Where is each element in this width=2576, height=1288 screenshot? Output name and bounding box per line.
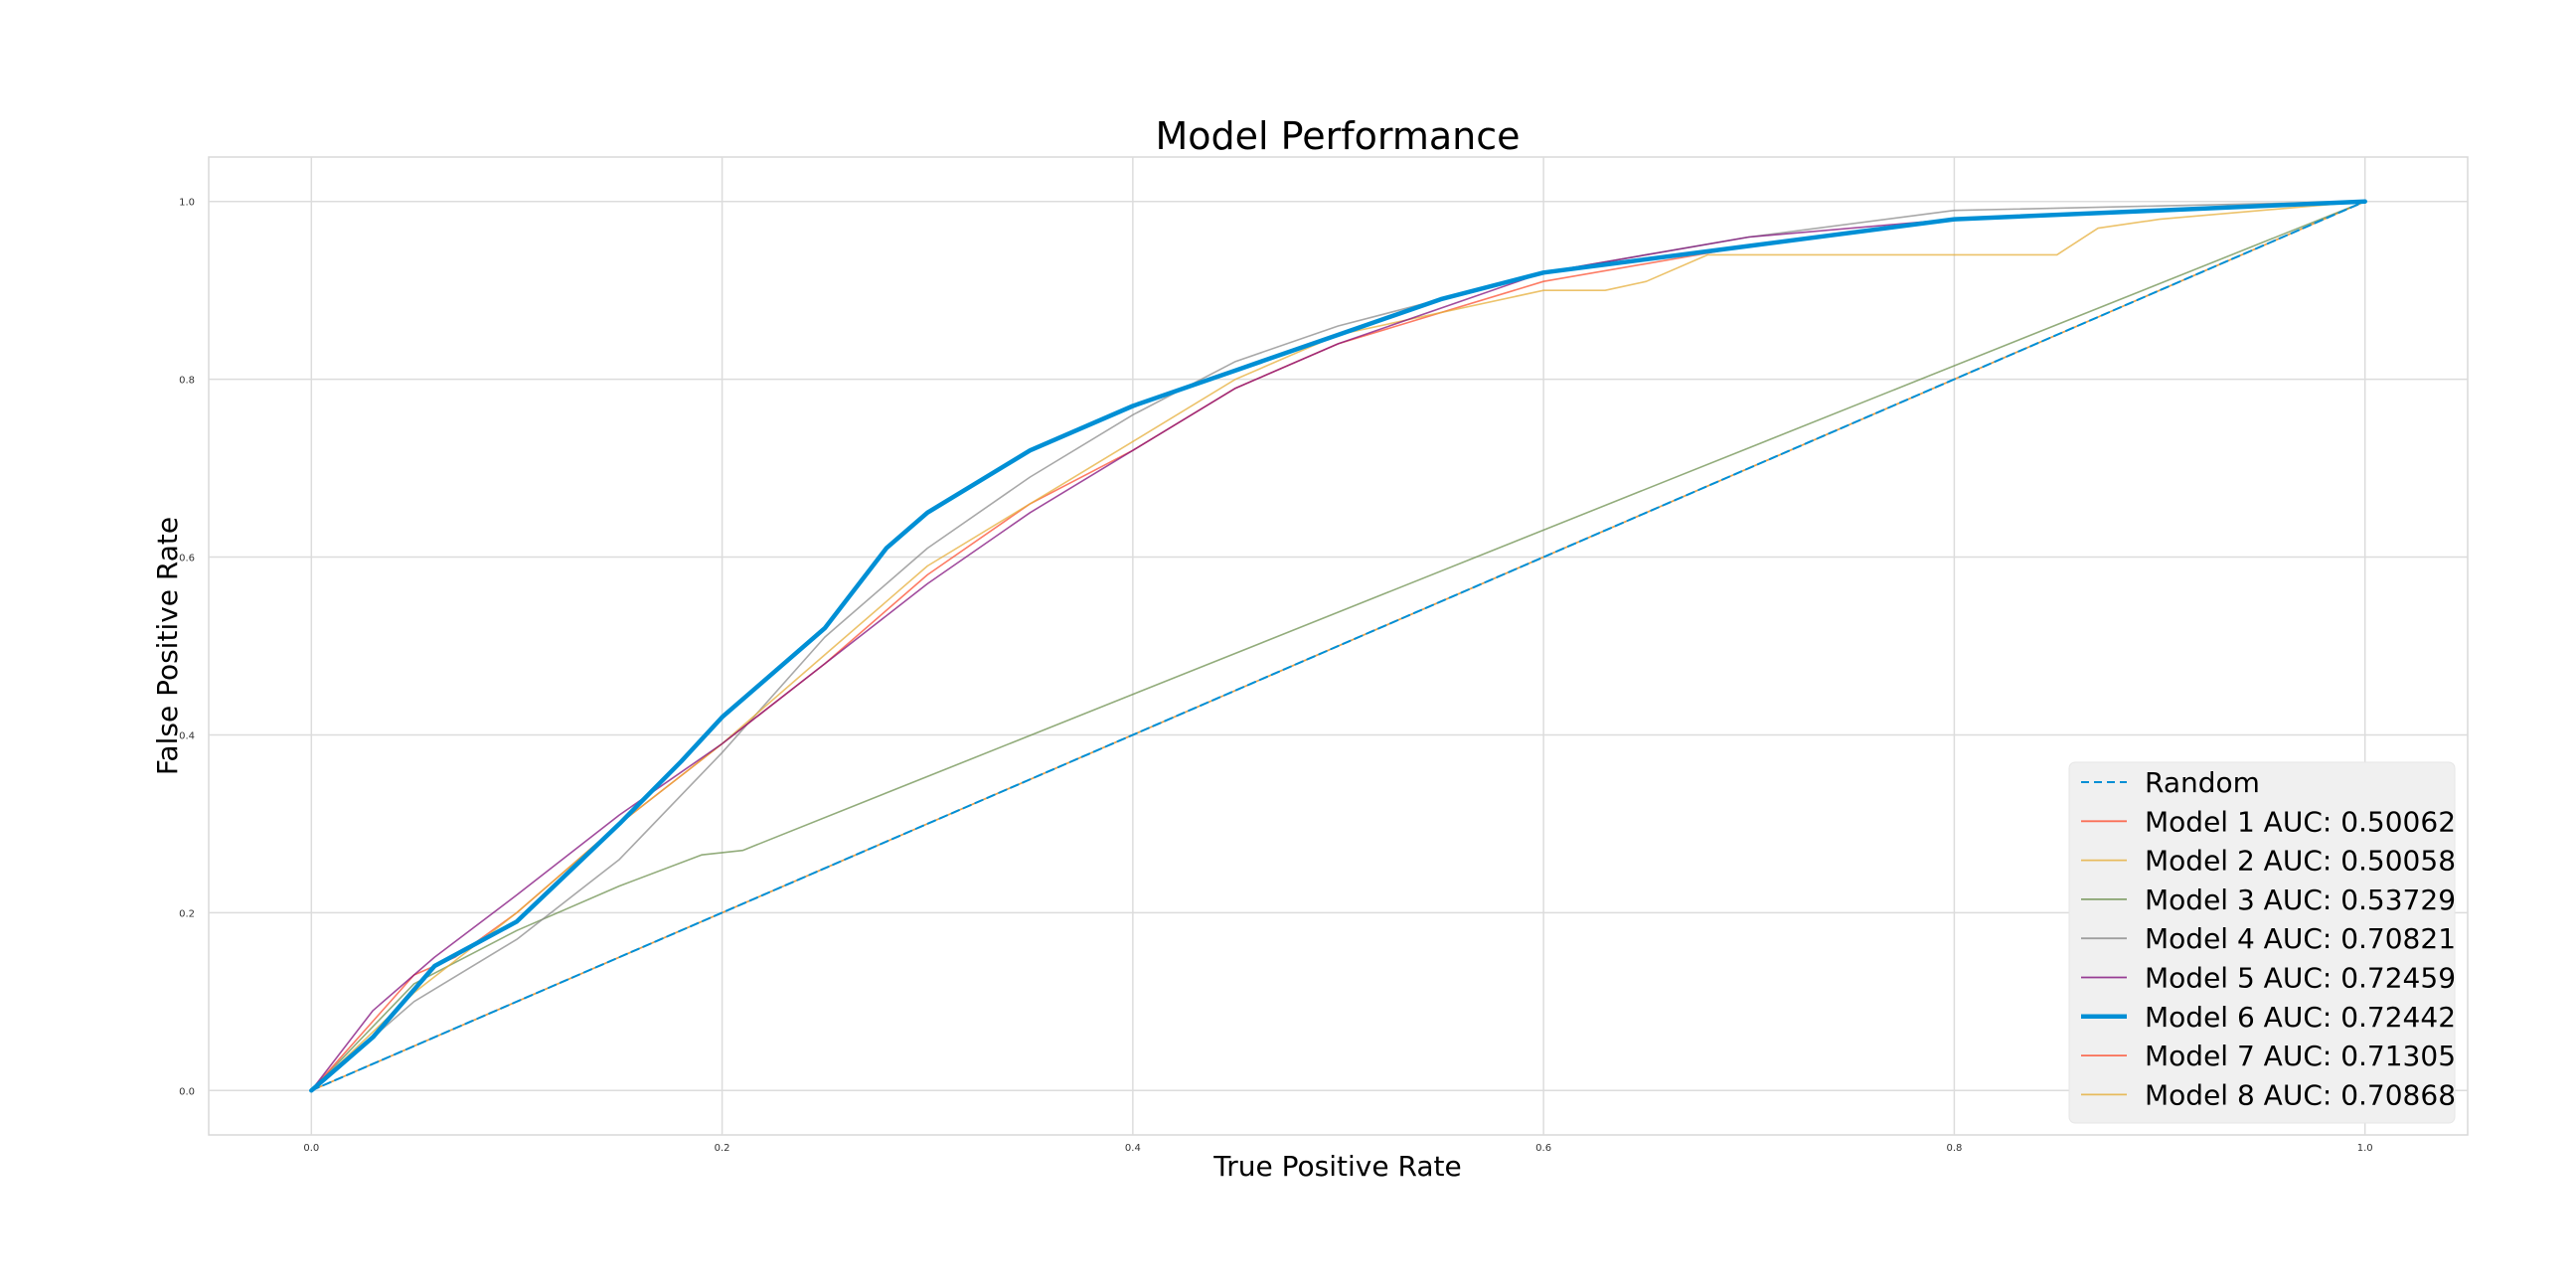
legend-label-0: Random bbox=[2145, 766, 2260, 799]
series-lines bbox=[309, 199, 2367, 1093]
x-axis-ticks: 0.0 0.2 0.4 0.6 0.8 1.0 bbox=[303, 1143, 2372, 1154]
y-tick-label: 0.8 bbox=[179, 376, 195, 387]
y-tick-label: 0.6 bbox=[179, 554, 195, 564]
y-tick-label: 0.2 bbox=[179, 908, 195, 919]
legend-label-3: Model 3 AUC: 0.53729 bbox=[2145, 884, 2456, 916]
y-tick-label: 0.0 bbox=[179, 1086, 195, 1097]
series-line-4 bbox=[310, 200, 2366, 1092]
series-line-5 bbox=[310, 200, 2366, 1092]
chart-title: Model Performance bbox=[1156, 114, 1521, 158]
legend-label-8: Model 8 AUC: 0.70868 bbox=[2145, 1078, 2456, 1111]
y-tick-label: 0.4 bbox=[179, 730, 195, 741]
series-line-8 bbox=[310, 200, 2366, 1092]
legend-label-4: Model 4 AUC: 0.70821 bbox=[2145, 922, 2456, 955]
x-axis-label: True Positive Rate bbox=[1212, 1150, 1461, 1183]
legend-label-6: Model 6 AUC: 0.72442 bbox=[2145, 1001, 2456, 1034]
legend: Random Model 1 AUC: 0.50062 Model 2 AUC: 0… bbox=[2068, 761, 2456, 1124]
x-tick-label: 0.8 bbox=[1946, 1143, 1962, 1154]
y-tick-label: 1.0 bbox=[179, 198, 195, 209]
legend-box bbox=[2068, 761, 2456, 1124]
legend-label-1: Model 1 AUC: 0.50062 bbox=[2145, 805, 2456, 838]
legend-label-2: Model 2 AUC: 0.50058 bbox=[2145, 845, 2456, 878]
series-line-6 bbox=[309, 199, 2367, 1093]
grid-lines bbox=[209, 157, 2468, 1135]
x-tick-label: 0.6 bbox=[1535, 1143, 1551, 1154]
x-tick-label: 0.0 bbox=[303, 1143, 319, 1154]
x-tick-label: 0.4 bbox=[1125, 1143, 1141, 1154]
y-axis-label: False Positive Rate bbox=[151, 517, 184, 775]
legend-label-5: Model 5 AUC: 0.72459 bbox=[2145, 962, 2456, 995]
y-axis-ticks: 0.0 0.2 0.4 0.6 0.8 1.0 bbox=[179, 198, 195, 1098]
x-tick-label: 1.0 bbox=[2357, 1143, 2373, 1154]
series-line-3 bbox=[310, 200, 2366, 1092]
x-tick-label: 0.2 bbox=[715, 1143, 730, 1154]
series-line-0 bbox=[310, 200, 2366, 1092]
legend-label-7: Model 7 AUC: 0.71305 bbox=[2145, 1040, 2456, 1072]
